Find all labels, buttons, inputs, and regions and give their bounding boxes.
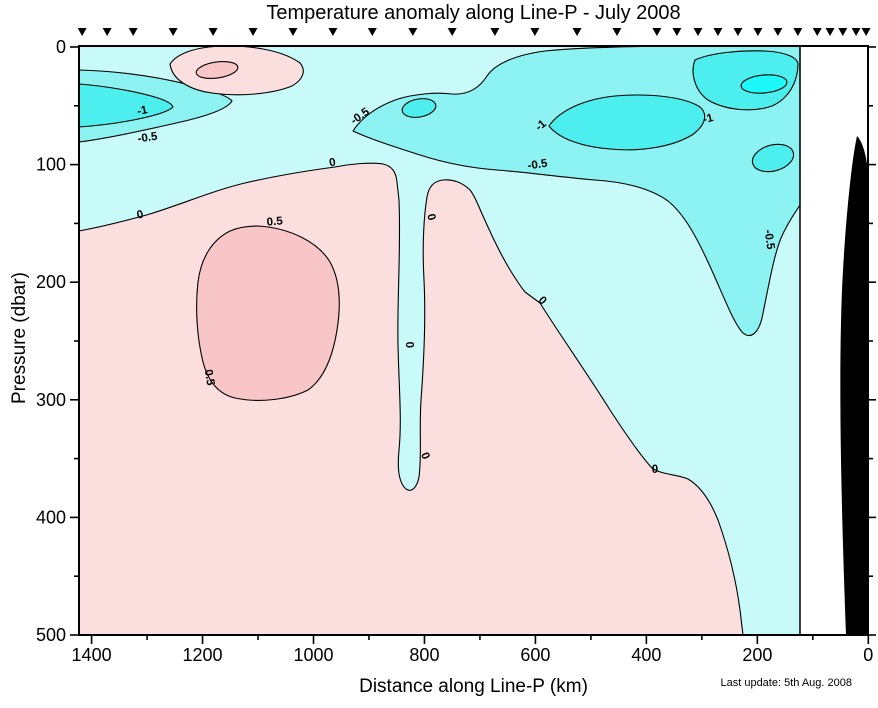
- station-marker-icon: [572, 28, 582, 36]
- station-marker-icon: [861, 28, 871, 36]
- y-axis-tick-label: 300: [36, 390, 66, 410]
- station-marker-icon: [447, 28, 457, 36]
- station-marker-icon: [793, 28, 803, 36]
- station-marker-icon: [367, 28, 377, 36]
- station-marker-icon: [288, 28, 298, 36]
- bathymetry-silhouette: [840, 136, 868, 635]
- contour-label: 0.5: [266, 215, 284, 228]
- station-marker-icon: [328, 28, 338, 36]
- contour-label: -1: [702, 112, 716, 126]
- station-marker-icon: [102, 28, 112, 36]
- station-marker-icon: [168, 28, 178, 36]
- station-marker-icon: [812, 28, 822, 36]
- contour-label: 0: [424, 213, 437, 222]
- station-marker-icon: [672, 28, 682, 36]
- station-marker-icon: [713, 28, 723, 36]
- contour-band-small-cold-blob: [401, 98, 437, 118]
- x-axis-tick-label: 600: [520, 645, 550, 665]
- chart-title: Temperature anomaly along Line-P - July …: [266, 2, 681, 24]
- contour-band-left-cold-core: [78, 83, 174, 128]
- station-marker-icon: [652, 28, 662, 36]
- station-marker-icon: [128, 28, 138, 36]
- station-marker-icon: [490, 28, 500, 36]
- station-marker-icon: [851, 28, 861, 36]
- y-axis-title: Pressure (dbar): [9, 272, 30, 404]
- contour-band-ne-cold-blob: [751, 143, 795, 173]
- y-axis-tick-label: 400: [36, 507, 66, 527]
- last-update-note: Last update: 5th Aug. 2008: [720, 677, 852, 689]
- contour-label: -0.5: [762, 229, 777, 251]
- contour-label: 0: [652, 464, 658, 476]
- station-marker-icon: [530, 28, 540, 36]
- contour-band-surface-warm-core: [195, 61, 239, 79]
- contour-label: 0: [136, 208, 145, 221]
- station-marker-icon: [753, 28, 763, 36]
- x-axis-title: Distance along Line-P (km): [359, 676, 588, 697]
- x-axis-tick-label: 1200: [183, 645, 223, 665]
- y-axis-tick-label: 0: [56, 37, 66, 57]
- x-axis-tick-label: 0: [863, 645, 873, 665]
- station-marker-icon: [408, 28, 418, 36]
- contour-band-ne-cold-core-inner: [740, 74, 788, 94]
- x-axis-tick-label: 1000: [293, 645, 333, 665]
- x-axis-tick-label: 200: [742, 645, 772, 665]
- x-axis-tick-label: 1400: [72, 645, 112, 665]
- contour-label: 0: [418, 451, 431, 461]
- station-marker-icon: [612, 28, 622, 36]
- station-marker-icon: [77, 28, 87, 36]
- contour-label: 0: [403, 341, 415, 348]
- contour-band-mid-cold-core: [548, 94, 706, 151]
- contour-label: -0.5: [137, 131, 159, 146]
- y-axis-tick-label: 500: [36, 625, 66, 645]
- station-marker-icon: [825, 28, 835, 36]
- station-marker-icon: [208, 28, 218, 36]
- y-axis-tick-label: 200: [36, 272, 66, 292]
- contour-label: 0: [328, 157, 336, 170]
- x-axis-tick-label: 400: [631, 645, 661, 665]
- station-marker-icon: [773, 28, 783, 36]
- x-axis-tick-label: 800: [409, 645, 439, 665]
- contour-label: 0.5: [202, 369, 217, 387]
- contour-band-warm-anomaly-core: [196, 225, 340, 401]
- station-marker-icon: [733, 28, 743, 36]
- contour-label: -1: [136, 104, 149, 118]
- y-axis-tick-label: 100: [36, 155, 66, 175]
- contour-label: -0.5: [527, 158, 549, 173]
- station-marker-icon: [693, 28, 703, 36]
- station-marker-icon: [838, 28, 848, 36]
- station-marker-icon: [248, 28, 258, 36]
